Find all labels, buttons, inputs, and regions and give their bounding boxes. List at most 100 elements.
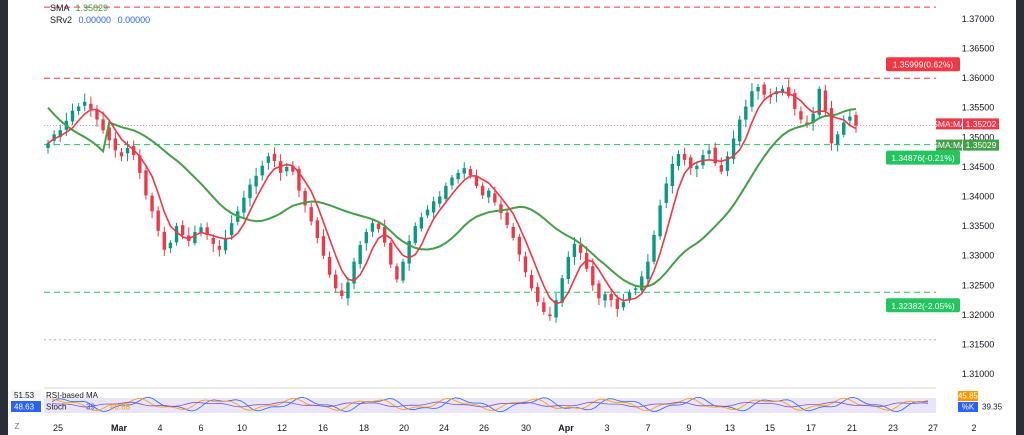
candle-body (566, 256, 570, 279)
candle-body (431, 201, 436, 213)
support-far-label-bg (886, 298, 960, 313)
stoch-k-tag-value: 39.35 (982, 403, 1003, 412)
candle-body (162, 231, 166, 250)
candle-body (793, 93, 797, 109)
time-tick-label: 13 (725, 423, 735, 433)
candle-body (731, 138, 736, 159)
price-tick-label: 1.34000 (962, 192, 995, 202)
candle-body (95, 109, 99, 120)
support-far-label: 1.32382(-2.05%) (891, 301, 954, 311)
candle-body (254, 175, 258, 187)
rsi-value: 48.63 (14, 403, 35, 412)
candle-body (762, 84, 766, 95)
zoom-icon[interactable]: Z (14, 422, 20, 431)
candle-body (548, 314, 552, 317)
srv2-legend-label: SRv2 (50, 15, 73, 25)
candle-body (689, 157, 693, 169)
candle-body (646, 261, 650, 280)
candle-body (823, 90, 828, 111)
price-tick-label: 1.32000 (962, 310, 995, 320)
ma-tag-name: SMA:MA (932, 140, 966, 150)
sma-legend-label: SMA (50, 3, 70, 13)
time-tick-label: 21 (847, 423, 857, 433)
candle-body (456, 172, 460, 180)
candle-body (786, 87, 791, 96)
time-tick-label: Mar (111, 423, 128, 433)
time-tick-label: 4 (157, 423, 162, 433)
ma-tag-value: 1.35029 (966, 140, 997, 150)
support-near-label: 1.34876(-0.21%) (891, 153, 954, 163)
candle-body (113, 138, 118, 151)
time-tick-label: 6 (198, 423, 203, 433)
candle-body (211, 237, 215, 244)
price-tick-label: 1.36000 (962, 73, 995, 83)
rsi-ma-label: RSI-based MA (46, 391, 99, 400)
stoch-k-tag-label: %K (962, 403, 975, 412)
candle-body (829, 108, 834, 144)
rsi-value-bg (11, 401, 41, 412)
candle-body (780, 88, 785, 93)
candle-body (46, 143, 50, 148)
price-tick-label: 1.35500 (962, 103, 995, 113)
price-tick-label: 1.36500 (962, 44, 995, 54)
candle-body (395, 266, 399, 280)
candle-body (168, 242, 173, 249)
right-edge (1016, 0, 1024, 435)
candle-body (401, 261, 405, 281)
candle-body (125, 147, 130, 154)
candle-body (572, 243, 577, 258)
rsi-line (51, 401, 929, 408)
candle-body (805, 122, 809, 125)
candle-body (327, 257, 332, 275)
candle-body (248, 184, 252, 199)
candle-body (297, 169, 301, 191)
candle-body (425, 209, 430, 216)
candle-body (70, 110, 75, 122)
support-near-label-bg (886, 150, 960, 165)
candle-body (811, 113, 815, 123)
candle-body (352, 261, 356, 284)
candle-body (670, 163, 675, 187)
candle-body (627, 292, 632, 301)
price-tick-label: 1.34500 (962, 162, 995, 172)
candle-body (633, 288, 638, 290)
candle-body (725, 156, 730, 171)
time-tick-label: 3 (604, 423, 609, 433)
candle-body (217, 245, 222, 250)
candle-body (615, 298, 619, 310)
candle-body (321, 236, 326, 256)
candle-body (652, 235, 656, 262)
candle-body (603, 294, 607, 301)
candle-body (76, 106, 81, 111)
candle-body (52, 134, 56, 141)
stoch-d-tag: 45.85 (958, 392, 979, 401)
stoch-k-line (51, 396, 929, 413)
resistance-label: 1.35999(0.62%) (893, 60, 954, 70)
candle-body (597, 283, 601, 299)
candle-body (560, 278, 564, 303)
price-tick-label: 1.31500 (962, 340, 995, 350)
candle-body (107, 127, 111, 141)
candle-body (676, 153, 681, 166)
candle-body (199, 227, 203, 234)
ma-tag-name-bg (936, 118, 962, 130)
candle-body (309, 207, 313, 222)
time-tick-label: 20 (399, 423, 409, 433)
candle-body (266, 156, 271, 163)
time-tick-label: 15 (765, 423, 775, 433)
candle-body (205, 227, 209, 236)
time-tick-label: 12 (277, 423, 287, 433)
candle-body (438, 196, 442, 204)
candle-body (695, 165, 699, 170)
candle-body (578, 244, 583, 253)
stoch-d-tag-bg (958, 391, 978, 401)
price-tick-label: 1.35000 (962, 132, 995, 142)
candle-body (346, 282, 350, 299)
candle-body (315, 220, 320, 238)
candle-body (223, 237, 228, 251)
candle-body (413, 226, 417, 243)
candle-body (799, 111, 803, 120)
candle-body (511, 226, 515, 238)
